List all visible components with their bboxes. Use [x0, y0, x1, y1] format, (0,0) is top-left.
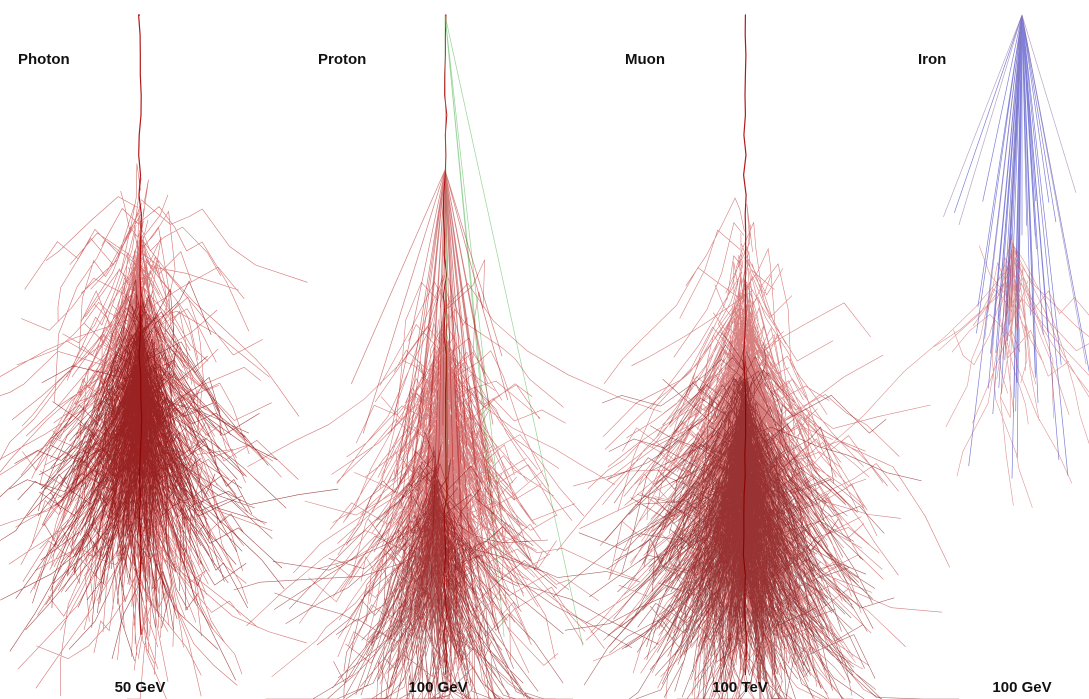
track [954, 15, 1089, 479]
energy-label: 50 GeV [115, 679, 166, 696]
track [246, 250, 661, 699]
energy-label: 100 GeV [992, 679, 1051, 696]
panel-label: Muon [625, 51, 665, 68]
panel-label: Photon [18, 51, 70, 68]
panel-label: Iron [918, 51, 946, 68]
energy-label: 100 GeV [408, 679, 467, 696]
track [553, 332, 959, 699]
energy-label: 100 TeV [712, 679, 768, 696]
track [812, 234, 1089, 508]
figure: Photon Proton Muon Iron 50 GeV 100 GeV 1… [0, 0, 1089, 699]
shower-tracks [0, 15, 1089, 699]
panel-label: Proton [318, 51, 366, 68]
